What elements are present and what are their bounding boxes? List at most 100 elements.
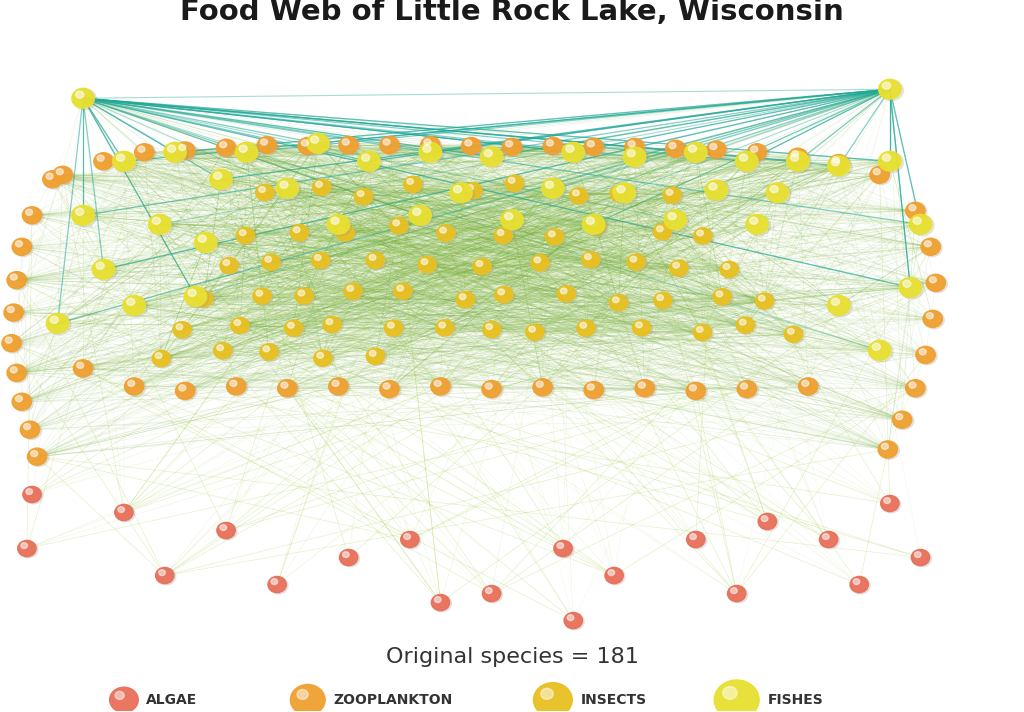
Circle shape bbox=[218, 523, 238, 540]
Circle shape bbox=[337, 226, 356, 242]
Circle shape bbox=[563, 143, 587, 164]
Circle shape bbox=[177, 142, 197, 160]
Circle shape bbox=[496, 288, 515, 304]
Circle shape bbox=[689, 384, 696, 391]
Circle shape bbox=[748, 144, 767, 161]
Circle shape bbox=[271, 579, 278, 585]
Circle shape bbox=[24, 487, 43, 504]
Circle shape bbox=[263, 346, 269, 352]
Circle shape bbox=[580, 323, 587, 328]
Circle shape bbox=[537, 381, 543, 387]
Circle shape bbox=[148, 214, 171, 234]
Text: ALGAE: ALGAE bbox=[146, 693, 198, 707]
Circle shape bbox=[257, 137, 276, 154]
Circle shape bbox=[269, 577, 288, 594]
Circle shape bbox=[12, 393, 32, 410]
Circle shape bbox=[721, 262, 740, 279]
Circle shape bbox=[236, 142, 258, 162]
Circle shape bbox=[281, 382, 288, 388]
Circle shape bbox=[853, 579, 860, 585]
Circle shape bbox=[424, 139, 431, 145]
Circle shape bbox=[451, 184, 474, 204]
Circle shape bbox=[50, 316, 58, 323]
Circle shape bbox=[608, 570, 614, 575]
Circle shape bbox=[421, 258, 428, 265]
Circle shape bbox=[8, 272, 29, 290]
Circle shape bbox=[476, 261, 482, 266]
Circle shape bbox=[359, 152, 383, 173]
Circle shape bbox=[628, 141, 635, 147]
Circle shape bbox=[125, 378, 143, 395]
Circle shape bbox=[286, 320, 305, 337]
Circle shape bbox=[221, 258, 240, 275]
Circle shape bbox=[738, 381, 759, 399]
Circle shape bbox=[585, 254, 591, 260]
Circle shape bbox=[326, 319, 333, 325]
Circle shape bbox=[909, 382, 915, 388]
Circle shape bbox=[5, 337, 12, 343]
Circle shape bbox=[907, 203, 927, 221]
Circle shape bbox=[636, 322, 642, 328]
Circle shape bbox=[457, 291, 474, 308]
Circle shape bbox=[921, 239, 940, 256]
Circle shape bbox=[280, 181, 288, 188]
Circle shape bbox=[56, 169, 63, 174]
Circle shape bbox=[115, 691, 124, 699]
Circle shape bbox=[94, 152, 114, 170]
Circle shape bbox=[196, 291, 215, 308]
Circle shape bbox=[535, 379, 554, 397]
Circle shape bbox=[355, 189, 375, 206]
Circle shape bbox=[313, 350, 332, 367]
Circle shape bbox=[613, 188, 620, 194]
Circle shape bbox=[458, 292, 476, 309]
Circle shape bbox=[13, 394, 34, 412]
Circle shape bbox=[688, 532, 707, 549]
Circle shape bbox=[530, 255, 549, 271]
Circle shape bbox=[828, 157, 852, 177]
Circle shape bbox=[395, 283, 414, 300]
Circle shape bbox=[153, 217, 161, 224]
Circle shape bbox=[176, 324, 182, 330]
Circle shape bbox=[686, 382, 706, 399]
Circle shape bbox=[758, 513, 776, 530]
Circle shape bbox=[44, 172, 65, 189]
Circle shape bbox=[626, 139, 646, 157]
Circle shape bbox=[636, 380, 656, 398]
Circle shape bbox=[694, 229, 714, 245]
Circle shape bbox=[768, 184, 791, 204]
Circle shape bbox=[96, 262, 104, 269]
Circle shape bbox=[77, 362, 84, 368]
Circle shape bbox=[611, 186, 630, 203]
Circle shape bbox=[10, 274, 17, 280]
Circle shape bbox=[315, 182, 323, 187]
Circle shape bbox=[879, 441, 897, 458]
Circle shape bbox=[707, 181, 730, 201]
Circle shape bbox=[565, 613, 585, 630]
Circle shape bbox=[128, 380, 135, 387]
Circle shape bbox=[827, 156, 850, 176]
Circle shape bbox=[214, 342, 232, 359]
Circle shape bbox=[785, 327, 805, 344]
Circle shape bbox=[117, 154, 125, 162]
Circle shape bbox=[211, 170, 234, 191]
Circle shape bbox=[419, 142, 441, 162]
Circle shape bbox=[135, 144, 154, 161]
Circle shape bbox=[913, 217, 922, 224]
Circle shape bbox=[465, 183, 483, 200]
Circle shape bbox=[567, 614, 573, 621]
Circle shape bbox=[276, 179, 299, 198]
Circle shape bbox=[790, 149, 810, 167]
Circle shape bbox=[72, 205, 94, 225]
Circle shape bbox=[829, 155, 849, 172]
Circle shape bbox=[421, 143, 443, 164]
Circle shape bbox=[164, 142, 186, 162]
Circle shape bbox=[909, 204, 915, 211]
Circle shape bbox=[340, 137, 360, 155]
Circle shape bbox=[184, 286, 207, 306]
Circle shape bbox=[257, 185, 275, 201]
Circle shape bbox=[873, 169, 881, 174]
Circle shape bbox=[239, 145, 247, 152]
Circle shape bbox=[20, 421, 40, 438]
Text: FISHES: FISHES bbox=[767, 693, 823, 707]
Circle shape bbox=[467, 184, 473, 191]
